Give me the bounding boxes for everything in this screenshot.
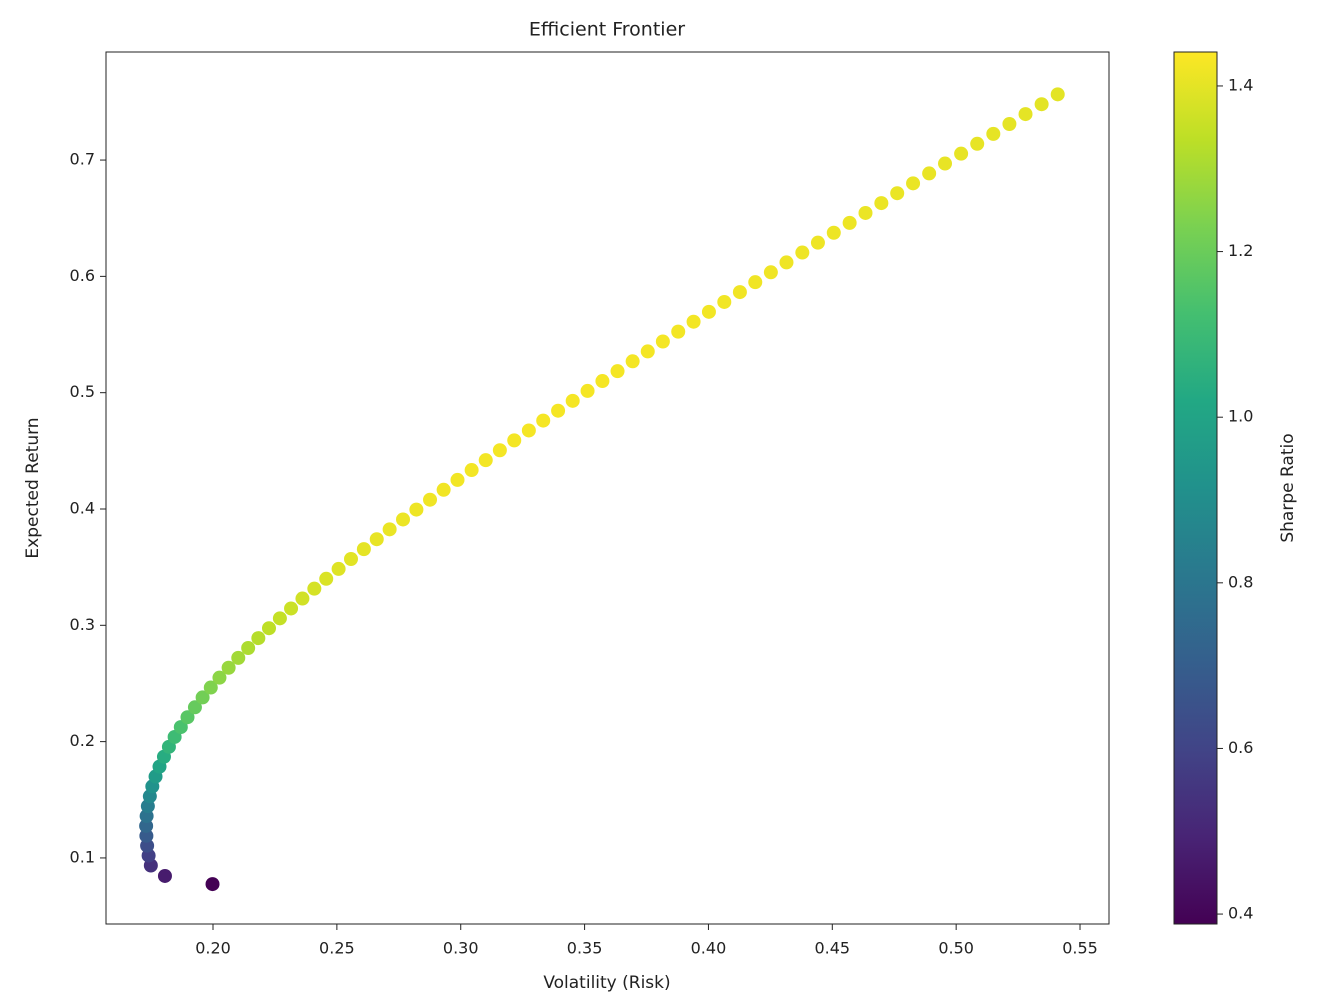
point — [295, 591, 310, 606]
y-axis-label: Expected Return — [23, 417, 43, 558]
colorbar-tick-label: 1.2 — [1228, 241, 1253, 260]
point — [307, 581, 322, 596]
point — [180, 710, 195, 725]
point — [970, 136, 985, 151]
point — [450, 472, 465, 487]
point — [409, 502, 424, 517]
point — [1034, 97, 1049, 112]
point — [1018, 107, 1033, 122]
point — [551, 403, 566, 418]
point — [858, 205, 873, 220]
point — [231, 650, 246, 665]
y-tick-label: 0.7 — [70, 150, 95, 169]
x-axis-label: Volatility (Risk) — [543, 973, 670, 993]
point — [507, 433, 522, 448]
x-tick-label: 0.20 — [195, 939, 231, 958]
point — [521, 423, 536, 438]
point — [954, 146, 969, 161]
y-tick-label: 0.1 — [70, 847, 95, 866]
point — [1002, 116, 1017, 131]
point — [610, 364, 625, 379]
point — [1050, 87, 1065, 102]
point — [423, 492, 438, 507]
point — [356, 542, 371, 557]
point — [795, 245, 810, 260]
point — [203, 680, 218, 695]
point — [382, 522, 397, 537]
point — [396, 512, 411, 527]
point — [195, 690, 210, 705]
colorbar — [1173, 51, 1218, 925]
point — [826, 225, 841, 240]
y-tick-label: 0.4 — [70, 498, 95, 517]
point — [595, 374, 610, 389]
colorbar-tick-label: 1.4 — [1228, 75, 1253, 94]
point — [139, 818, 154, 833]
x-tick-label: 0.40 — [691, 939, 727, 958]
point — [671, 324, 686, 339]
point — [625, 354, 640, 369]
point — [922, 166, 937, 181]
point — [938, 156, 953, 171]
point — [369, 532, 384, 547]
y-tick-label: 0.3 — [70, 615, 95, 634]
point — [139, 828, 154, 843]
point — [343, 552, 358, 567]
point — [580, 383, 595, 398]
point — [187, 700, 202, 715]
point — [640, 344, 655, 359]
point — [261, 621, 276, 636]
x-tick-label: 0.50 — [938, 939, 974, 958]
point — [205, 877, 220, 892]
point — [251, 631, 266, 646]
x-tick-label: 0.55 — [1062, 939, 1098, 958]
point — [331, 561, 346, 576]
point — [701, 304, 716, 319]
chart-title: Efficient Frontier — [529, 19, 685, 41]
point — [890, 186, 905, 201]
point — [748, 275, 763, 290]
point — [319, 571, 334, 586]
point — [492, 443, 507, 458]
point — [779, 255, 794, 270]
colorbar-tick-label: 1.0 — [1228, 407, 1253, 426]
y-tick-label: 0.5 — [70, 382, 95, 401]
x-tick-label: 0.35 — [567, 939, 603, 958]
point — [874, 196, 889, 211]
point — [686, 314, 701, 329]
colorbar-tick-label: 0.8 — [1228, 572, 1253, 591]
point — [272, 611, 287, 626]
y-tick-label: 0.2 — [70, 731, 95, 750]
point — [906, 176, 921, 191]
point — [732, 285, 747, 300]
point — [717, 294, 732, 309]
point — [464, 463, 479, 478]
point — [157, 868, 172, 883]
colorbar-label: Sharpe Ratio — [1278, 433, 1298, 542]
y-tick-label: 0.6 — [70, 266, 95, 285]
colorbar-tick-label: 0.4 — [1228, 904, 1253, 923]
x-tick-label: 0.30 — [443, 939, 479, 958]
point — [763, 265, 778, 280]
point — [221, 660, 236, 675]
point — [536, 413, 551, 428]
x-tick-label: 0.45 — [814, 939, 850, 958]
point — [842, 215, 857, 230]
point — [655, 334, 670, 349]
point — [478, 453, 493, 468]
point — [986, 126, 1001, 141]
plot-frame — [105, 51, 1110, 925]
x-tick-label: 0.25 — [319, 939, 355, 958]
point — [284, 601, 299, 616]
point — [565, 393, 580, 408]
point — [436, 482, 451, 497]
point — [241, 640, 256, 655]
point — [810, 235, 825, 250]
point — [212, 670, 227, 685]
point — [173, 720, 188, 735]
colorbar-tick-label: 0.6 — [1228, 738, 1253, 757]
